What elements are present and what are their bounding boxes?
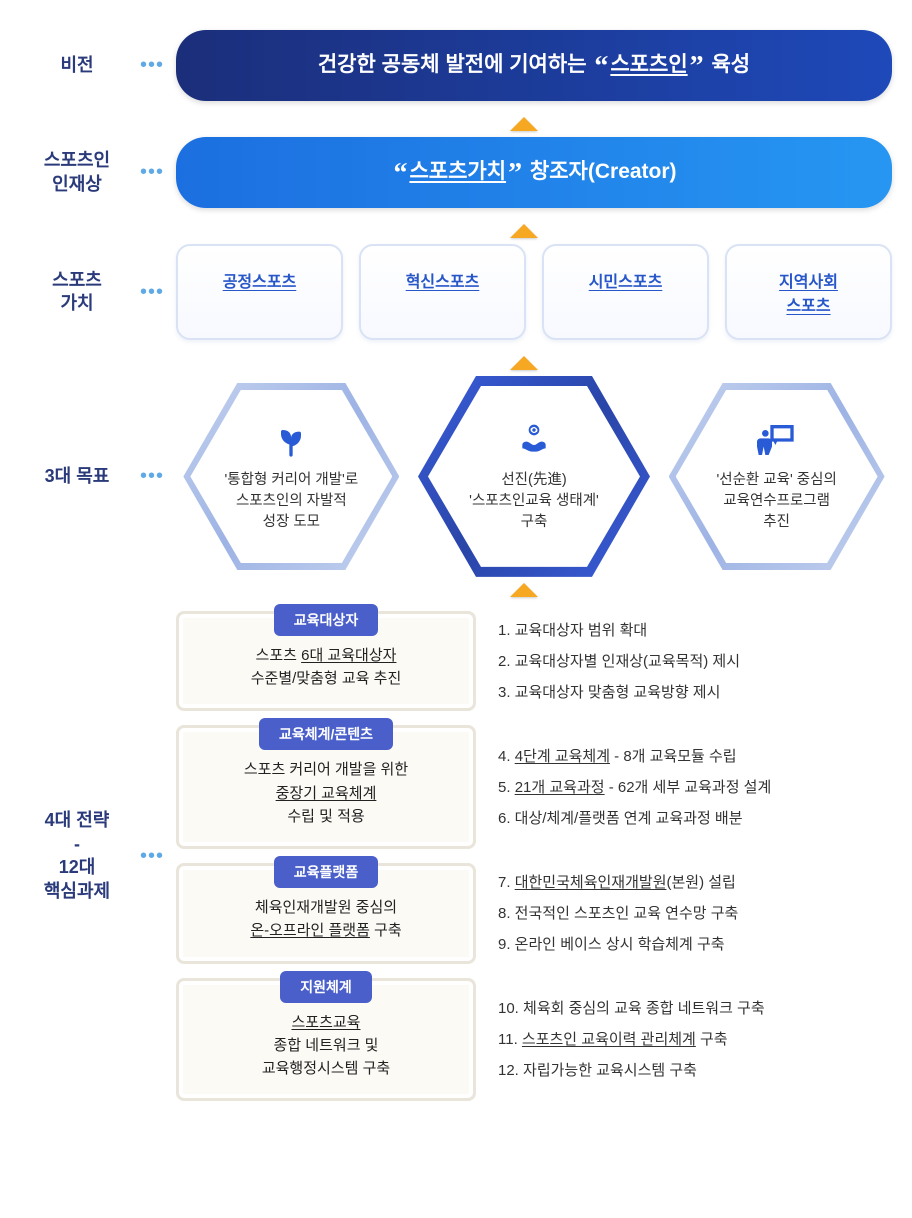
task-item: 7. 대한민국체육인재개발원(본원) 설립 <box>494 872 892 893</box>
strategy-block: 교육플랫폼체육인재개발원 중심의온-오프라인 플랫폼 구축7. 대한민국체육인재… <box>176 863 892 964</box>
strategy-chip: 교육대상자 <box>274 604 378 636</box>
task-item: 5. 21개 교육과정 - 62개 세부 교육과정 설계 <box>494 777 892 798</box>
strategy-section: 4대 전략 - 12대 핵심과제 ••• 교육대상자스포츠 6대 교육대상자수준… <box>20 611 892 1102</box>
value-card: 지역사회 스포츠 <box>725 244 892 340</box>
dots: ••• <box>140 281 176 304</box>
strategy-card: 교육대상자스포츠 6대 교육대상자수준별/맞춤형 교육 추진 <box>176 611 476 712</box>
task-item: 3. 교육대상자 맞춤형 교육방향 제시 <box>494 682 892 703</box>
values-row: 스포츠 가치 ••• 공정스포츠 혁신스포츠 시민스포츠 지역사회 스포츠 <box>20 244 892 340</box>
vision-pre: 건강한 공동체 발전에 기여하는 <box>318 53 593 76</box>
strategy-block: 교육체계/콘텐츠스포츠 커리어 개발을 위한중장기 교육체계수립 및 적용4. … <box>176 725 892 849</box>
strategy-block: 교육대상자스포츠 6대 교육대상자수준별/맞춤형 교육 추진1. 교육대상자 범… <box>176 611 892 712</box>
task-item: 4. 4단계 교육체계 - 8개 교육모듈 수립 <box>494 746 892 767</box>
teacher-icon <box>757 420 797 460</box>
task-list: 7. 대한민국체육인재개발원(본원) 설립 8. 전국적인 스포츠인 교육 연수망… <box>494 863 892 964</box>
task-item: 2. 교육대상자별 인재상(교육목적) 제시 <box>494 651 892 672</box>
strategy-card-text: 체육인재개발원 중심의온-오프라인 플랫폼 구축 <box>250 896 401 943</box>
task-item: 11. 스포츠인 교육이력 관리체계 구축 <box>494 1029 892 1050</box>
strategy-card-text: 스포츠교육종합 네트워크 및교육행정시스템 구축 <box>262 1011 390 1081</box>
label-ideal: 스포츠인 인재상 <box>20 149 140 196</box>
label-strategy: 4대 전략 - 12대 핵심과제 <box>20 809 140 903</box>
task-item: 10. 체육회 중심의 교육 종합 네트워크 구축 <box>494 998 892 1019</box>
strategy-chip: 지원체계 <box>280 971 372 1003</box>
strategy-block: 지원체계스포츠교육종합 네트워크 및교육행정시스템 구축10. 체육회 중심의 … <box>176 978 892 1102</box>
arrow-up-icon <box>510 224 538 238</box>
sprout-icon <box>271 420 311 460</box>
values-wrap: 공정스포츠 혁신스포츠 시민스포츠 지역사회 스포츠 <box>176 244 892 340</box>
creator-emph: 스포츠가치 <box>409 160 506 183</box>
goal-text: 선진(先進) '스포츠인교육 생태계' 구축 <box>469 470 599 533</box>
goal-text: '선순환 교육' 중심의 교육연수프로그램 추진 <box>716 470 836 533</box>
arrow-up-icon <box>510 583 538 597</box>
arrow-up-icon <box>510 117 538 131</box>
dots: ••• <box>140 845 176 868</box>
vision-row: 비전 ••• 건강한 공동체 발전에 기여하는 “스포츠인” 육성 <box>20 30 892 101</box>
strategy-card: 교육체계/콘텐츠스포츠 커리어 개발을 위한중장기 교육체계수립 및 적용 <box>176 725 476 849</box>
task-item: 1. 교육대상자 범위 확대 <box>494 620 892 641</box>
strategy-card: 지원체계스포츠교육종합 네트워크 및교육행정시스템 구축 <box>176 978 476 1102</box>
task-item: 8. 전국적인 스포츠인 교육 연수망 구축 <box>494 903 892 924</box>
goal-hexagon-center: 선진(先進) '스포츠인교육 생태계' 구축 <box>418 376 650 577</box>
goal-text: '통합형 커리어 개발'로 스포츠인의 자발적 성장 도모 <box>225 470 359 533</box>
strategy-card: 교육플랫폼체육인재개발원 중심의온-오프라인 플랫폼 구축 <box>176 863 476 964</box>
dots: ••• <box>140 161 176 184</box>
task-item: 6. 대상/체계/플랫폼 연계 교육과정 배분 <box>494 808 892 829</box>
hex-wrap: '통합형 커리어 개발'로 스포츠인의 자발적 성장 도모 선진(先進) '스포… <box>176 376 892 577</box>
vision-post: 육성 <box>706 53 750 76</box>
vision-emph: 스포츠인 <box>610 53 687 76</box>
goals-row: 3대 목표 ••• '통합형 커리어 개발'로 스포츠인의 자발적 성장 도모 … <box>20 376 892 577</box>
label-values: 스포츠 가치 <box>20 269 140 316</box>
vision-bar: 건강한 공동체 발전에 기여하는 “스포츠인” 육성 <box>176 30 892 101</box>
strategy-card-text: 스포츠 커리어 개발을 위한중장기 교육체계수립 및 적용 <box>244 758 408 828</box>
task-item: 9. 온라인 베이스 상시 학습체계 구축 <box>494 934 892 955</box>
task-list: 10. 체육회 중심의 교육 종합 네트워크 구축 11. 스포츠인 교육이력 관… <box>494 978 892 1102</box>
goal-hexagon: '통합형 커리어 개발'로 스포츠인의 자발적 성장 도모 <box>183 383 399 570</box>
creator-post: 창조자(Creator) <box>524 160 676 183</box>
value-card: 혁신스포츠 <box>359 244 526 340</box>
task-item: 12. 자립가능한 교육시스템 구축 <box>494 1060 892 1081</box>
dots: ••• <box>140 465 176 488</box>
value-card: 시민스포츠 <box>542 244 709 340</box>
strategy-chip: 교육체계/콘텐츠 <box>259 718 393 750</box>
task-list: 4. 4단계 교육체계 - 8개 교육모듈 수립 5. 21개 교육과정 - 62… <box>494 725 892 849</box>
value-card: 공정스포츠 <box>176 244 343 340</box>
goal-hexagon: '선순환 교육' 중심의 교육연수프로그램 추진 <box>669 383 885 570</box>
ideal-row: 스포츠인 인재상 ••• “스포츠가치” 창조자(Creator) <box>20 137 892 208</box>
label-vision: 비전 <box>20 54 140 77</box>
strategy-wrap: 교육대상자스포츠 6대 교육대상자수준별/맞춤형 교육 추진1. 교육대상자 범… <box>176 611 892 1102</box>
strategy-chip: 교육플랫폼 <box>274 856 378 888</box>
arrow-up-icon <box>510 356 538 370</box>
task-list: 1. 교육대상자 범위 확대 2. 교육대상자별 인재상(교육목적) 제시 3. 교… <box>494 611 892 712</box>
dots: ••• <box>140 54 176 77</box>
label-goals: 3대 목표 <box>20 465 140 488</box>
cycle-hands-icon <box>514 420 554 460</box>
creator-bar: “스포츠가치” 창조자(Creator) <box>176 137 892 208</box>
strategy-card-text: 스포츠 6대 교육대상자수준별/맞춤형 교육 추진 <box>251 644 402 691</box>
